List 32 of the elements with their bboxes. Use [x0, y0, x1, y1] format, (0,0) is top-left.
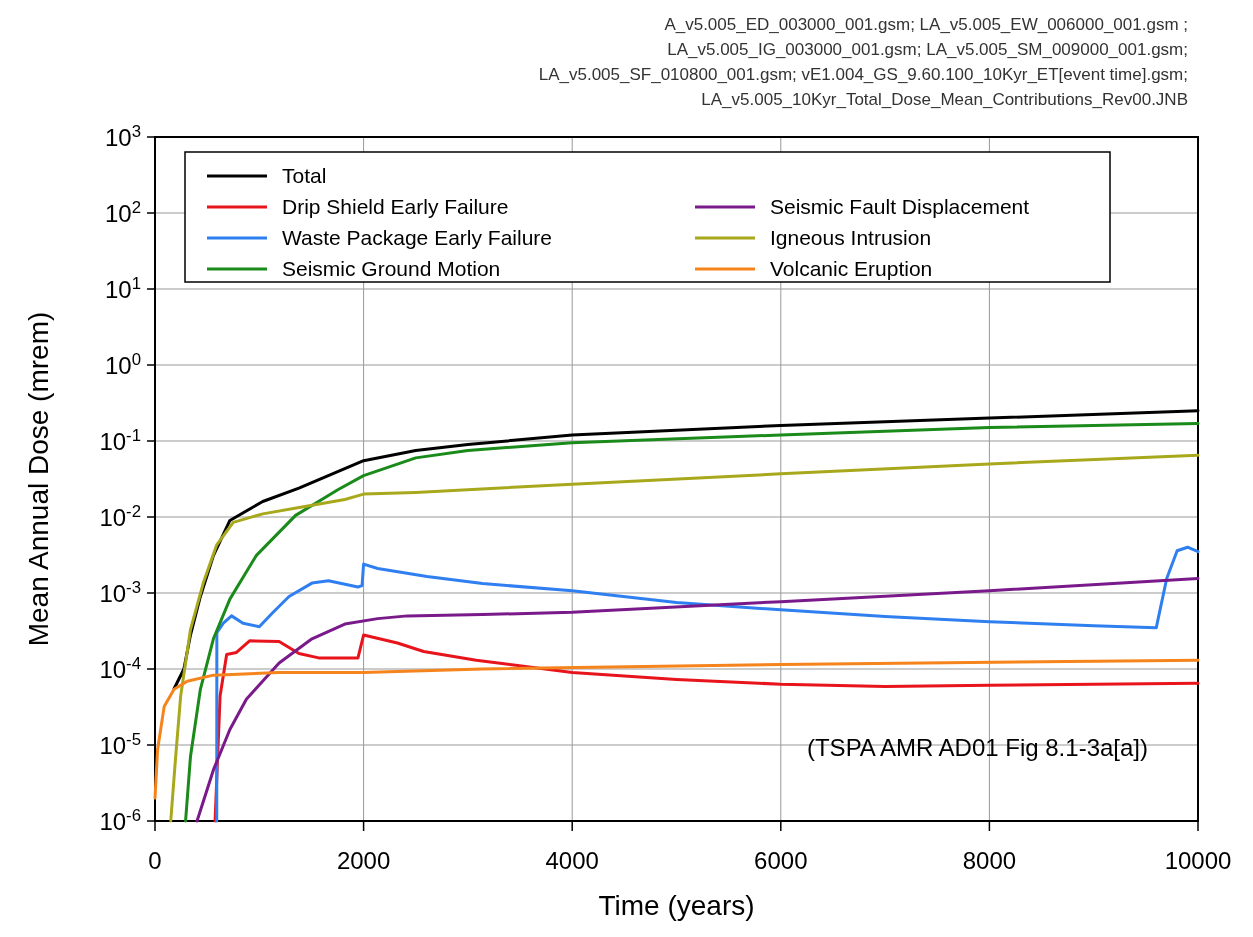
- line-series: [153, 658, 1200, 800]
- x-tick-label: 8000: [962, 847, 1017, 874]
- x-tick-label: 4000: [545, 847, 599, 874]
- y-tick-label: 10$^{3}$: [104, 121, 141, 151]
- x-tick-label: 2000: [336, 847, 391, 874]
- x-tick-label: 0: [148, 847, 162, 874]
- legend-label: Seismic Fault Displacement: [770, 195, 1030, 218]
- legend-label: Volcanic Eruption: [770, 257, 933, 280]
- x-axis-title: Time (years): [598, 890, 755, 921]
- y-tick-label: 10$^{-5}$: [99, 729, 141, 759]
- y-tick-label: 10$^{0}$: [104, 349, 141, 379]
- y-tick-label: 10$^{2}$: [104, 197, 141, 227]
- legend-label: Seismic Ground Motion: [282, 257, 501, 280]
- legend-label: Igneous Intrusion: [770, 226, 932, 249]
- y-tick-label: 10$^{-4}$: [99, 653, 141, 683]
- text: LA_v5.005_10Kyr_Total_Dose_Mean_Contributions_Rev00.JNB: [701, 90, 1188, 109]
- y-tick-label: 10$^{1}$: [104, 273, 141, 303]
- legend-label: Total: [282, 164, 327, 187]
- annotation: (TSPA AMR AD01 Fig 8.1-3a[a]): [806, 734, 1148, 761]
- legend-label: Drip Shield Early Failure: [282, 195, 509, 218]
- x-tick-label: 10000: [1164, 847, 1232, 874]
- y-tick-label: 10$^{-1}$: [99, 425, 141, 455]
- y-tick-label: 10$^{-6}$: [99, 805, 141, 835]
- line-series: [213, 633, 1200, 823]
- text: LA_v5.005_IG_003000_001.gsm; LA_v5.005_SM_009000_001.gsm;: [667, 40, 1188, 59]
- x-tick-label: 6000: [754, 847, 808, 874]
- legend-label: Waste Package Early Failure: [282, 226, 552, 249]
- y-tick-label: 10$^{-2}$: [99, 501, 141, 531]
- y-axis-title: Mean Annual Dose (mrem): [23, 311, 54, 647]
- text: LA_v5.005_SF_010800_001.gsm; vE1.004_GS_9.60.100_10Kyr_ET[event time].gsm;: [538, 65, 1188, 84]
- y-tick-label: 10$^{-3}$: [99, 577, 141, 607]
- text: A_v5.005_ED_003000_001.gsm; LA_v5.005_EW_006000_001.gsm ;: [664, 15, 1188, 34]
